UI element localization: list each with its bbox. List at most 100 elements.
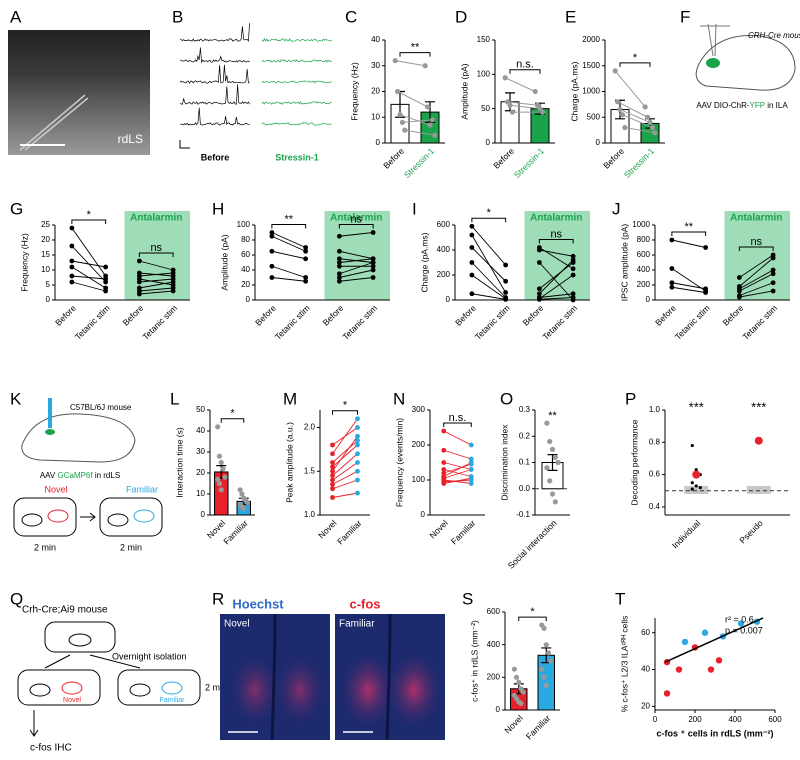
data-point — [441, 467, 447, 472]
pair-line — [739, 269, 774, 290]
y-tick-label: 5 — [46, 280, 51, 289]
data-point — [669, 280, 675, 286]
sig-bracket — [471, 217, 507, 223]
data-point — [269, 230, 275, 235]
data-point — [570, 266, 576, 272]
pair-line — [71, 260, 106, 268]
data-point — [770, 271, 776, 277]
y-tick-label: 200 — [412, 440, 426, 449]
data-point — [622, 124, 628, 131]
pair-line — [619, 109, 651, 123]
electrode — [19, 94, 89, 151]
data-point — [570, 291, 576, 297]
y-tick-label: 0 — [376, 138, 381, 147]
pair-line — [471, 225, 506, 266]
x-tick-label: 200 — [688, 715, 702, 724]
data-point — [218, 459, 224, 466]
data-point — [544, 465, 550, 471]
x-tick-label: Tetanic stim — [540, 303, 579, 342]
data-point — [103, 276, 109, 282]
y-axis-label: c-fos⁺ in rdLS (mm⁻²) — [469, 620, 479, 702]
pair-line — [332, 444, 358, 468]
x-axis-label: c-fos ⁺ cells in rdLS (mm⁻²) — [656, 728, 773, 738]
image-label: Novel — [224, 619, 250, 630]
text: in rdLS — [93, 471, 121, 480]
data-point — [617, 106, 623, 113]
x-tick-label: Tetanic stim — [673, 303, 712, 342]
y-axis-label: IPSC amplitude (pA) — [619, 224, 629, 302]
data-point — [269, 233, 275, 239]
sig-label: * — [633, 52, 638, 64]
y-tick-label: 0 — [421, 510, 426, 519]
data-point — [239, 491, 245, 497]
virus-label: AAV GCaMP6f in rdLS — [40, 471, 120, 480]
data-point — [694, 484, 698, 488]
data-point — [518, 700, 524, 707]
data-point — [330, 451, 335, 457]
sig-bracket — [518, 616, 547, 622]
y-tick-label: 80 — [241, 235, 250, 244]
data-point — [355, 451, 360, 457]
pair-line — [443, 469, 472, 479]
data-point — [690, 443, 694, 448]
data-point — [615, 99, 621, 105]
data-point — [681, 638, 689, 646]
pair-line — [395, 60, 426, 67]
y-tick-label: 0 — [496, 705, 501, 714]
y-tick-label: 10 — [196, 489, 205, 498]
data-point — [612, 68, 618, 74]
data-point — [536, 296, 542, 302]
data-point — [539, 109, 546, 115]
y-tick-label: 60 — [241, 250, 250, 259]
x-tick-label: Pseudo — [737, 518, 765, 546]
pair-line — [332, 492, 358, 498]
data-point — [513, 674, 520, 680]
text: in ILA — [765, 101, 788, 110]
data-point — [770, 255, 776, 261]
pair-line — [539, 274, 574, 300]
data-point — [215, 476, 221, 482]
treatment-shade — [524, 211, 590, 300]
mean-point — [692, 470, 701, 479]
stain-label: Hoechst — [232, 596, 284, 611]
mouse-icon — [133, 509, 155, 523]
sig-label: n.s. — [449, 412, 467, 424]
x-tick-label: Before — [521, 303, 546, 328]
pair-line — [671, 282, 706, 290]
trace — [179, 64, 250, 84]
shuffle-range — [684, 485, 709, 494]
data-point — [355, 442, 360, 448]
data-point — [425, 104, 431, 110]
y-axis-label: Amplitude (pA) — [219, 234, 229, 290]
data-point — [770, 288, 776, 294]
data-point — [468, 442, 474, 448]
data-point — [330, 442, 335, 448]
x-tick-label: Novel — [316, 518, 339, 541]
data-point — [136, 291, 142, 297]
y-tick-label: 0 — [246, 295, 251, 304]
mouse-label: CRH-Cre mouse — [748, 31, 800, 40]
signal — [272, 650, 328, 730]
sig-bracket — [71, 219, 107, 224]
data-point — [539, 666, 545, 672]
panel-letter: N — [393, 389, 405, 408]
data-point — [701, 629, 709, 636]
data-point — [303, 278, 309, 284]
y-tick-label: 10 — [371, 112, 380, 121]
data-point — [737, 620, 745, 627]
treatment-label: Antalarmin — [530, 213, 582, 224]
y-tick-label: 30 — [371, 61, 380, 70]
data-point — [570, 257, 576, 263]
pair-line — [139, 281, 174, 289]
panel-letter: O — [500, 389, 513, 408]
pair-line — [671, 239, 706, 248]
data-point — [570, 295, 576, 300]
data-point — [170, 279, 176, 285]
data-point — [370, 260, 376, 265]
data-point — [336, 263, 342, 269]
pair-line — [504, 77, 536, 92]
pair-line — [397, 91, 428, 108]
data-point — [549, 491, 556, 497]
data-point — [511, 666, 517, 672]
